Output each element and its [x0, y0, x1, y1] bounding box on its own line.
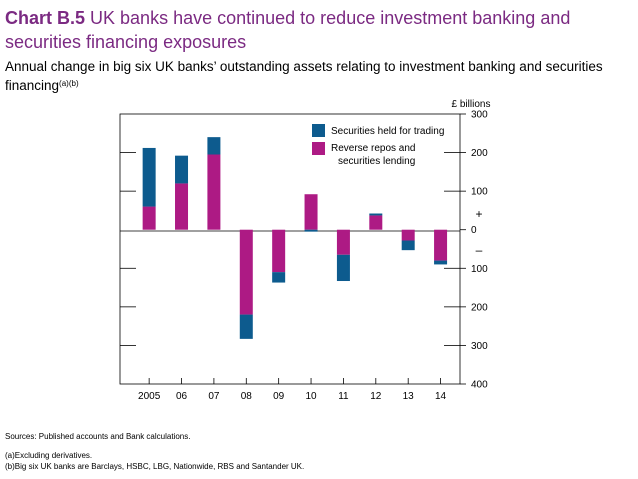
- legend-swatch-repos: [312, 142, 325, 155]
- bar-segment: [175, 155, 189, 184]
- x-axis-labels: 2005 06 07 08 09 10 11 12 13 14: [138, 391, 447, 402]
- y-axis-unit: £ billions: [452, 99, 491, 110]
- legend-label-repos-line2: securities lending: [338, 156, 415, 167]
- x-tick-label: 13: [403, 391, 415, 402]
- bars: [142, 137, 448, 384]
- bar-segment: [207, 137, 221, 155]
- chart-title: Chart B.5 UK banks have continued to red…: [5, 6, 633, 54]
- y-tick-label: 300: [471, 341, 488, 352]
- subtitle-footnote-refs: (a)(b): [59, 79, 79, 88]
- bar-segment: [142, 147, 156, 207]
- x-tick-label: 11: [338, 391, 349, 402]
- x-tick-label: 12: [370, 391, 382, 402]
- x-tick-label: 14: [435, 391, 447, 402]
- x-tick-label: 09: [273, 391, 285, 402]
- legend-label-repos-line1: Reverse repos and: [331, 143, 416, 154]
- chart-title-text: UK banks have continued to reduce invest…: [5, 8, 571, 52]
- footnotes: Sources: Published accounts and Bank cal…: [5, 431, 304, 472]
- y-axis-labels: 300 200 100 0 100 200 300 400: [471, 110, 488, 391]
- y-tick-label: 200: [471, 148, 488, 159]
- y-tick-label: 0: [471, 225, 477, 236]
- x-tick-label: 07: [208, 391, 220, 402]
- y-tick-label: 400: [471, 380, 488, 391]
- bar-segment: [304, 229, 318, 232]
- bar-segment: [239, 229, 253, 315]
- bar-segment: [272, 272, 286, 283]
- bar-segment: [434, 260, 448, 265]
- x-tick-label: 08: [241, 391, 253, 402]
- x-tick-label: 06: [176, 391, 188, 402]
- bar-segment: [336, 229, 350, 255]
- chart-label: Chart B.5: [5, 8, 86, 28]
- y-tick-label: 200: [471, 302, 488, 313]
- bar-segment: [207, 154, 221, 230]
- chart-subtitle: Annual change in big six UK banks’ outst…: [5, 58, 625, 94]
- bar-segment: [369, 213, 383, 216]
- legend-label-repos: Reverse repos and securities lending: [331, 143, 418, 167]
- y-tick-label: 100: [471, 187, 488, 198]
- chart-subtitle-text: Annual change in big six UK banks’ outst…: [5, 59, 603, 93]
- legend-swatch-securities: [312, 124, 325, 137]
- bar-segment: [175, 183, 189, 230]
- bar-segment: [434, 229, 448, 261]
- plus-sign: +: [475, 207, 482, 221]
- plot-frame: [119, 113, 461, 385]
- bar-segment: [336, 254, 350, 282]
- footnote-a: (a)Excluding derivatives.: [5, 451, 93, 460]
- bar-segment: [304, 194, 318, 230]
- legend: Securities held for trading Reverse repo…: [312, 124, 444, 167]
- bar-segment: [239, 314, 253, 339]
- footnote-b: (b)Big six UK banks are Barclays, HSBC, …: [5, 462, 305, 471]
- x-tick-label: 2005: [138, 391, 161, 402]
- gridlines: [120, 113, 466, 385]
- legend-label-securities: Securities held for trading: [331, 126, 444, 137]
- bar-segment: [401, 229, 415, 241]
- sources-note: Sources: Published accounts and Bank cal…: [5, 432, 191, 441]
- x-tick-label: 10: [305, 391, 317, 402]
- bar-segment: [142, 206, 156, 230]
- y-tick-label: 100: [471, 264, 488, 275]
- minus-sign: –: [476, 243, 483, 257]
- bar-segment: [369, 215, 383, 230]
- bar-segment: [401, 240, 415, 251]
- y-tick-label: 300: [471, 110, 488, 121]
- bar-segment: [272, 229, 286, 273]
